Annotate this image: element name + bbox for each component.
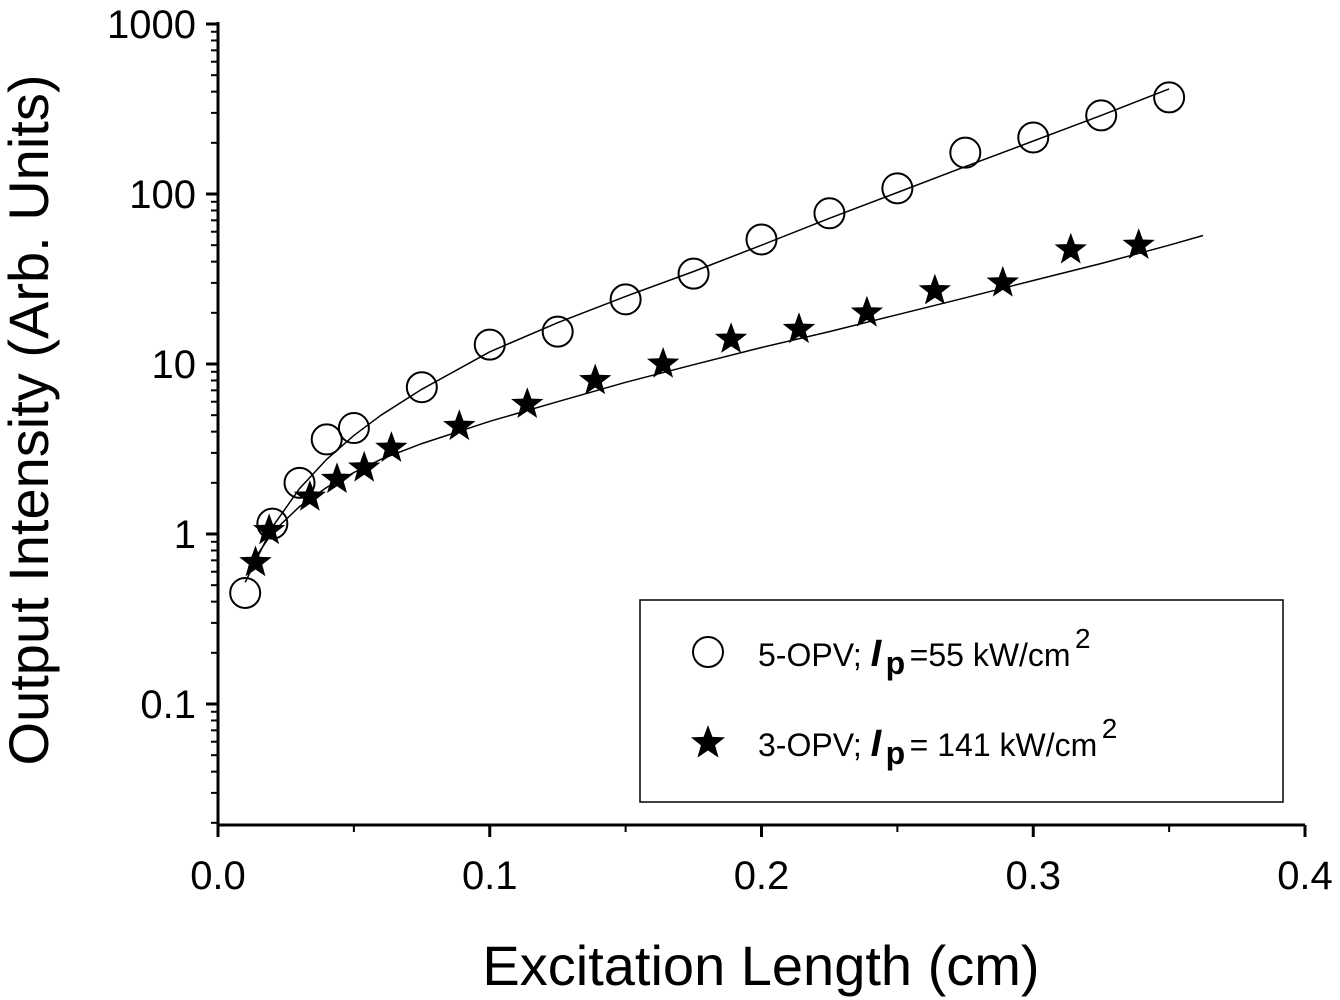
data-point-5opv (1085, 99, 1118, 132)
data-point-3opv (1122, 228, 1155, 259)
legend-3opv-value: = 141 kW/cm (910, 727, 1098, 763)
legend-marker-5opv (692, 636, 724, 668)
data-point-3opv (647, 347, 680, 378)
data-point-3opv (511, 387, 544, 418)
data-point-3opv (850, 295, 884, 327)
y-tick-label: 100 (129, 173, 196, 217)
legend-3opv-symbol: I (871, 723, 883, 765)
legend-3opv-prefix: 3-OPV; (758, 727, 871, 763)
x-tick-label: 0.1 (462, 854, 518, 898)
data-point-5opv (473, 328, 506, 361)
data-point-3opv (348, 450, 381, 482)
x-tick-label: 0.0 (190, 854, 246, 898)
fit-line-5-opv (244, 88, 1170, 583)
legend-5opv-subscript: p (886, 645, 906, 681)
fit-line-3-opv (249, 234, 1204, 566)
legend-marker-3opv (690, 725, 726, 758)
legend-3opv-superscript: 2 (1102, 713, 1118, 744)
data-point-5opv (949, 136, 982, 169)
x-tick-label: 0.2 (734, 854, 790, 898)
minor-ticks (211, 30, 1171, 832)
data-point-5opv (609, 283, 642, 316)
legend-label-3opv: 3-OPV; I p = 141 kW/cm 2 (758, 713, 1117, 771)
x-axis-ticks: 0.0 0.1 0.2 0.3 0.4 (190, 825, 1333, 898)
legend-5opv-superscript: 2 (1075, 623, 1091, 654)
x-tick-label: 0.4 (1277, 854, 1333, 898)
legend-3opv-subscript: p (886, 735, 906, 771)
data-point-5opv (1017, 121, 1050, 154)
data-point-5opv (310, 423, 343, 456)
y-tick-label: 10 (152, 343, 197, 387)
data-point-3opv (239, 545, 272, 577)
legend-box (639, 599, 1284, 803)
data-point-5opv (745, 223, 778, 256)
data-point-5opv (229, 576, 262, 609)
data-point-3opv (443, 409, 476, 441)
data-point-3opv (252, 513, 286, 545)
data-point-3opv (1054, 232, 1087, 264)
data-point-5opv (283, 466, 316, 499)
x-axis-title: Excitation Length (cm) (482, 934, 1039, 997)
legend-label-5opv: 5-OPV; I p =55 kW/cm 2 (758, 623, 1091, 681)
legend: 5-OPV; I p =55 kW/cm 2 3-OPV; I p = 141 … (639, 599, 1284, 803)
data-point-5opv (813, 197, 846, 230)
data-point-5opv (405, 371, 438, 404)
data-point-3opv (986, 265, 1019, 297)
data-point-3opv (782, 312, 816, 344)
data-point-5opv (541, 315, 574, 348)
y-axis-title: Output Intensity (Arb. Units) (0, 75, 60, 766)
x-tick-label: 0.3 (1005, 854, 1061, 898)
data-point-5opv (881, 172, 914, 205)
y-tick-label: 1000 (107, 3, 196, 47)
data-point-5opv (337, 412, 370, 445)
data-point-3opv (918, 273, 951, 305)
y-axis-ticks: 0.1 1 10 100 1000 (107, 3, 218, 727)
data-point-3opv (579, 363, 612, 395)
data-point-5opv (1153, 81, 1186, 114)
data-markers (229, 81, 1186, 609)
data-point-5opv (677, 257, 710, 290)
legend-5opv-prefix: 5-OPV; (758, 637, 871, 673)
data-point-3opv (375, 431, 408, 462)
data-point-3opv (714, 322, 748, 353)
legend-5opv-value: =55 kW/cm (910, 637, 1071, 673)
legend-5opv-symbol: I (871, 633, 883, 675)
y-tick-label: 1 (174, 513, 196, 557)
y-tick-label: 0.1 (140, 683, 196, 727)
data-point-3opv (293, 480, 326, 511)
data-point-3opv (320, 462, 354, 493)
